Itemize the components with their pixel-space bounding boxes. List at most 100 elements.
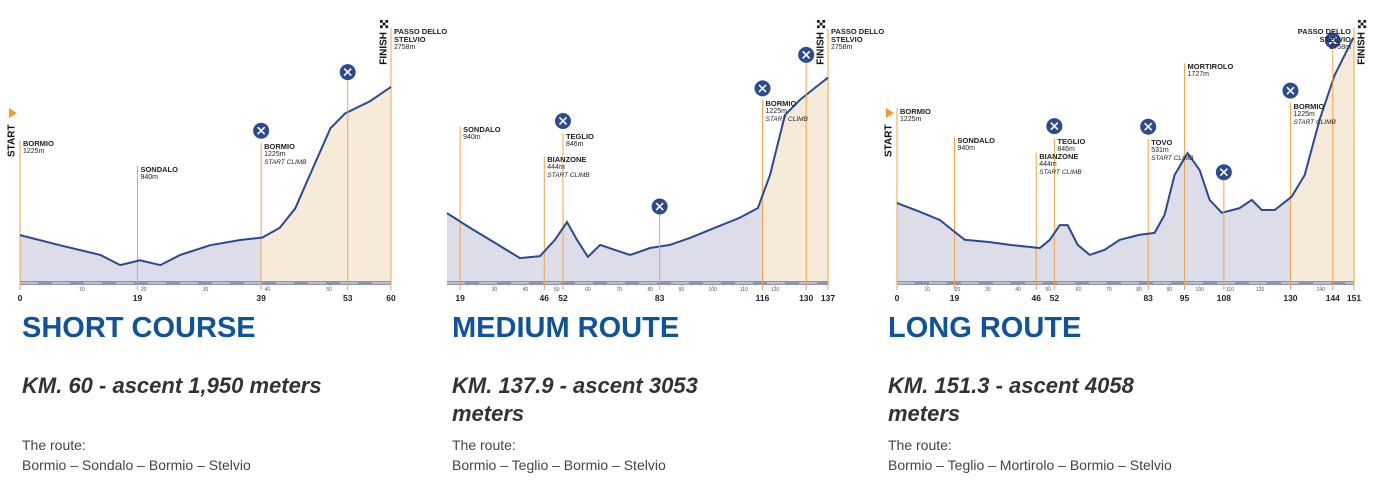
key-tick-label: 137 (821, 293, 835, 303)
waypoint-label: TEGLIO 846m (565, 131, 630, 149)
x-tick-label: 70 (616, 287, 622, 293)
x-tick-label: 80 (648, 287, 654, 293)
x-tick-label: 20 (955, 287, 961, 293)
waypoint-elevation: 2758m (831, 44, 853, 51)
course-subtitle: KM. 60 - ascent 1,950 meters (22, 373, 322, 398)
x-tick-label: 50 (326, 287, 332, 293)
climb-icon (343, 68, 352, 77)
key-tick-label: 151 (1347, 293, 1361, 303)
axis-band (447, 281, 828, 285)
waypoint-elevation: 846m (565, 140, 584, 148)
start-label: START (884, 124, 895, 157)
route: Bormio – Sondalo – Bormio – Stelvio (22, 457, 251, 473)
waypoint-label: TEGLIO 846m (1057, 138, 1121, 154)
waypoint-name: BORMIO (765, 99, 797, 109)
waypoint-name: TEGLIO (565, 131, 594, 141)
key-tick-label: 108 (1217, 293, 1231, 303)
waypoint-label: BIANZONE 444m START CLIMB (1039, 152, 1103, 177)
waypoint-elevation: 1225m (1293, 110, 1315, 118)
charts: 10 20 30 40 50 0 19 39 53 60 START FINISH 30 40 50 60 70… (7, 20, 1368, 303)
climb-icon (1286, 86, 1295, 95)
x-tick-label: 100 (708, 287, 717, 293)
waypoint-label: BIANZONE 444m START CLIMB (547, 156, 611, 180)
profile-line (19, 86, 392, 267)
finish-flag (385, 20, 389, 23)
waypoint-label: BORMIO 1225m START CLIMB (264, 142, 328, 167)
area-climb (762, 77, 828, 283)
waypoint-elevation: 1225m (765, 108, 787, 116)
waypoint-label: BORMIO 1225m START CLIMB (1293, 102, 1357, 127)
x-tick-label: 100 (1195, 287, 1204, 293)
x-tick-label: 140 (1317, 287, 1326, 293)
waypoint-elevation: 1225m (23, 148, 45, 156)
profile-line (446, 76, 829, 260)
waypoint-name: BORMIO (900, 107, 931, 117)
waypoint-name: PASSO DELLO STELVIO (1297, 27, 1351, 44)
x-tick-label: 30 (492, 287, 498, 293)
waypoint-elevation: 940m (463, 134, 481, 142)
finish-flag (1360, 22, 1364, 26)
waypoint-name: MORTIROLO (1187, 62, 1234, 72)
x-tick-label: 40 (1015, 287, 1021, 293)
waypoint-elevation: 1727m (1187, 71, 1209, 79)
axis-band (20, 281, 391, 285)
key-tick-label: 0 (18, 293, 23, 303)
key-tick-label: 19 (133, 293, 143, 303)
route-label: The route: (452, 437, 516, 453)
waypoint-elevation: 2758m (394, 44, 416, 51)
key-tick-label: 144 (1326, 293, 1340, 303)
finish-flag (822, 20, 826, 23)
climb-icon (758, 84, 767, 93)
course-title: LONG ROUTE (888, 312, 1082, 344)
finish-label: FINISH (816, 32, 827, 65)
waypoint-note: START CLIMB (765, 116, 808, 124)
climb-icon (802, 50, 811, 59)
waypoint-name: PASSO DELLO STELVIO (394, 27, 448, 44)
waypoint-name: SONDALO (463, 125, 501, 135)
key-tick-label: 83 (1143, 293, 1153, 303)
waypoint-label: PASSO DELLO STELVIO 2758m (394, 28, 458, 52)
climb-icon (1328, 36, 1337, 45)
finish-flag (1358, 25, 1361, 29)
x-tick-label: 50 (1046, 287, 1052, 293)
x-tick-label: 40 (523, 287, 529, 293)
x-tick-label: 120 (771, 287, 780, 293)
x-tick-label: 80 (1136, 287, 1142, 293)
finish-flag (1363, 25, 1367, 29)
waypoint-elevation: 846m (1057, 146, 1075, 154)
waypoint-name: BIANZONE (547, 155, 587, 165)
start-label: START (7, 124, 18, 157)
x-tick-label: 30 (203, 287, 209, 293)
x-tick-label: 70 (1106, 287, 1112, 293)
waypoint-name: SONDALO (957, 135, 996, 145)
waypoint-elevation: 444m (1039, 160, 1057, 168)
area-climb (1290, 37, 1354, 283)
waypoint-label: PASSO DELLO STELVIO 2758m (831, 28, 895, 52)
course-subtitle: KM. 137.9 - ascent 3053 meters (452, 373, 698, 426)
finish-flag (380, 25, 383, 29)
x-tick-label: 90 (679, 287, 685, 293)
waypoint-label: BORMIO 1225m (900, 108, 964, 124)
route: Bormio – Teglio – Bormio – Stelvio (452, 457, 666, 473)
climb-icon (257, 126, 266, 135)
waypoint-label: MORTIROLO 1727m (1188, 63, 1252, 79)
waypoint-label: BORMIO 1225m (23, 140, 87, 156)
route: Bormio – Teglio – Mortirolo – Bormio – S… (888, 457, 1172, 473)
key-tick-label: 130 (799, 293, 813, 303)
waypoint-name: PASSO DELLO STELVIO (831, 27, 885, 44)
start-flag (886, 108, 894, 118)
waypoint-note: START CLIMB (264, 158, 307, 166)
x-tick-label: 90 (1167, 287, 1173, 293)
waypoint-elevation: 940m (957, 144, 976, 152)
waypoint-name: SONDALO (140, 164, 178, 174)
climb-icon (1050, 122, 1059, 131)
waypoint-elevation: 2758m (1329, 44, 1351, 51)
waypoint-label: TOVO 531m START CLIMB (1151, 138, 1215, 163)
course-title: MEDIUM ROUTE (452, 312, 680, 344)
key-tick-label: 19 (455, 293, 465, 303)
route-label: The route: (888, 437, 952, 453)
waypoint-name: TEGLIO (1057, 137, 1086, 147)
route-label: The route: (22, 437, 86, 453)
x-tick-label: 60 (585, 287, 591, 293)
